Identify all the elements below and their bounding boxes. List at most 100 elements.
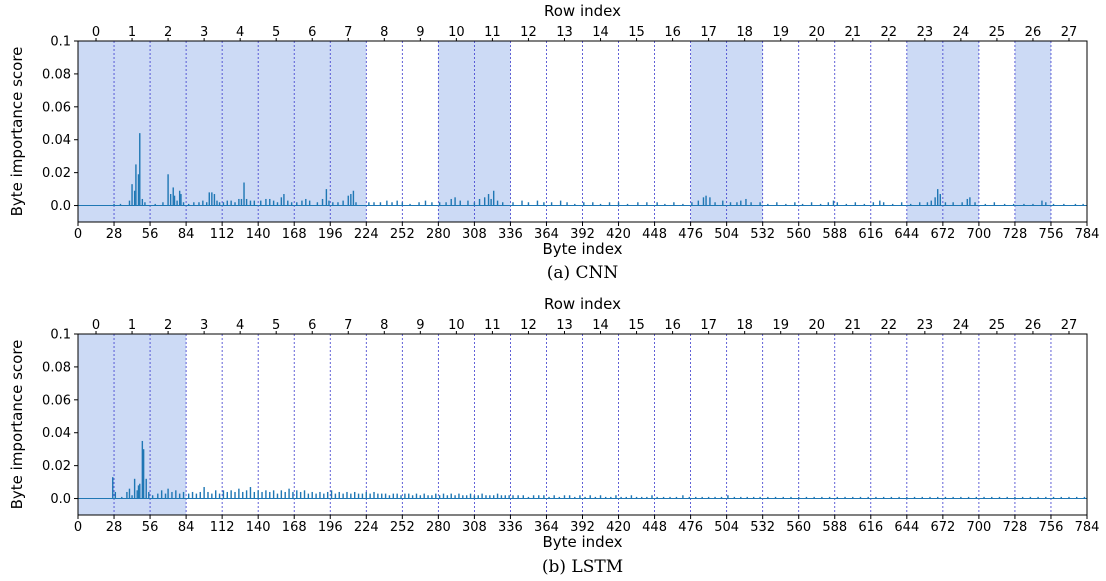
x-tick-label: 196 [318, 227, 343, 242]
x-axis-title: Byte index [542, 533, 622, 551]
x-ticks: 0 28 56 84 112 140 168 196 224 252 280 308 336 364 392… [74, 515, 1099, 535]
row-tick-label: 8 [380, 25, 388, 40]
y-tick-label: 0.0 [50, 199, 71, 214]
bar [512, 202, 514, 206]
bar [574, 496, 576, 499]
bar [199, 491, 201, 499]
bar [272, 490, 275, 499]
bar [187, 203, 190, 206]
bar [559, 200, 562, 206]
bar [745, 198, 747, 206]
bar [1045, 496, 1047, 499]
bar [852, 496, 854, 499]
row-tick-label: 13 [556, 25, 573, 40]
bar [315, 493, 317, 499]
bar [126, 491, 128, 499]
bar [863, 203, 866, 206]
bar [305, 198, 307, 206]
bar [960, 496, 962, 499]
bar [442, 493, 445, 499]
bar [798, 496, 800, 499]
bar [630, 495, 633, 499]
bar [198, 202, 200, 206]
row-tick-label: 25 [989, 25, 1006, 40]
bar [230, 490, 232, 499]
highlight-row-0 [78, 334, 115, 515]
bar [966, 198, 969, 206]
bar [500, 495, 503, 499]
bar [656, 496, 658, 499]
bar [599, 203, 602, 206]
x-tick-label: 252 [390, 520, 415, 535]
row-tick-label: 26 [1025, 25, 1042, 40]
bar [675, 496, 678, 499]
bar [625, 496, 627, 499]
bar [584, 496, 586, 499]
bar [409, 203, 411, 206]
bar [353, 491, 356, 499]
x-tick-label: 224 [354, 520, 379, 535]
bar [489, 495, 491, 499]
x-tick-label: 84 [178, 227, 195, 242]
row-tick-label: 0 [92, 318, 100, 333]
bar [574, 203, 576, 206]
bar [740, 496, 742, 499]
bar [827, 202, 830, 206]
row-tick-label: 2 [164, 25, 172, 40]
row-ticks: 0 1 2 3 4 5 6 7 8 9 10 11 12 13 14 15 16 17 18 19 20 21 22 23 24… [92, 25, 1077, 41]
bar [301, 200, 303, 206]
bar [536, 200, 539, 206]
bar [128, 200, 131, 206]
bar [334, 493, 337, 499]
x-tick-label: 784 [1075, 227, 1100, 242]
bar [131, 184, 133, 206]
bar [445, 202, 447, 206]
bar [496, 200, 499, 206]
bar [411, 495, 414, 499]
x-tick-label: 364 [534, 227, 559, 242]
bar [662, 496, 665, 499]
x-tick-label: 308 [462, 520, 487, 535]
bar [774, 496, 777, 499]
x-tick-label: 336 [498, 227, 523, 242]
bar [319, 491, 321, 499]
bar [418, 202, 420, 206]
bar [253, 491, 256, 499]
bar [379, 202, 382, 206]
bar [508, 495, 510, 499]
x-tick-label: 476 [678, 227, 703, 242]
bar [882, 496, 885, 499]
bar [592, 202, 594, 206]
bar [450, 493, 452, 499]
x-tick-label: 700 [966, 520, 991, 535]
bar [604, 496, 607, 499]
bar [1023, 203, 1025, 206]
x-tick-label: 112 [210, 520, 235, 535]
bar [265, 490, 267, 499]
bar [361, 493, 364, 499]
x-tick-label: 308 [462, 227, 487, 242]
bar [276, 493, 279, 499]
bar [522, 495, 525, 499]
bar [646, 496, 648, 499]
bar [131, 495, 133, 499]
x-tick-label: 756 [1039, 520, 1064, 535]
bar [408, 493, 410, 499]
y-tick-label: 0.08 [42, 360, 71, 375]
bar [458, 493, 460, 499]
row-tick-label: 25 [989, 318, 1006, 333]
bar [944, 202, 947, 206]
bar [288, 488, 290, 499]
row-tick-label: 16 [664, 25, 681, 40]
bar [836, 202, 839, 206]
row-tick-label: 13 [556, 318, 573, 333]
bar [934, 197, 936, 206]
highlight-row-24 [942, 41, 979, 222]
bar [172, 187, 174, 206]
row-tick-label: 9 [416, 318, 424, 333]
bar [813, 496, 815, 499]
bar [521, 200, 523, 206]
bar [328, 200, 330, 206]
bar [415, 493, 418, 499]
bar [462, 495, 464, 499]
